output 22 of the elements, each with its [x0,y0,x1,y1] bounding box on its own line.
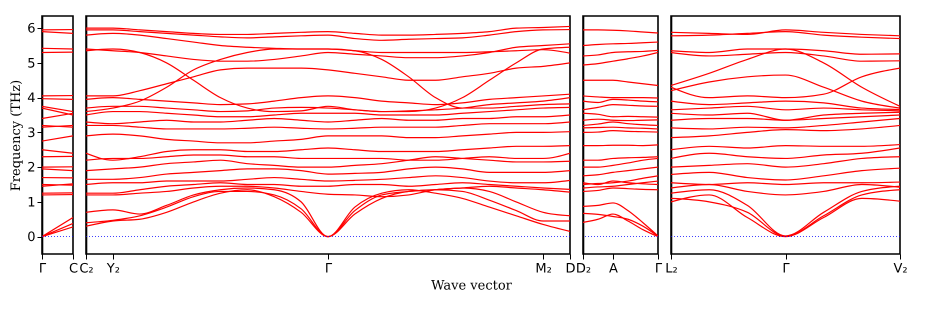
y-tick-label: 2 [27,160,36,176]
y-axis-title: Frequency (THz) [9,80,24,192]
y-tick-label: 0 [27,230,36,246]
x-tick-label: L₂ [665,262,678,276]
x-tick-label: Γ [654,262,663,276]
y-tick-label: 6 [27,22,36,37]
y-tick-label: 1 [27,195,36,210]
x-tick-label: D₂ [576,262,592,276]
x-axis-title: Wave vector [431,278,513,294]
x-tick-label: C₂ [79,262,94,276]
y-tick-label: 5 [27,56,36,72]
x-tick-label: Y₂ [106,262,120,276]
x-tick-label: V₂ [893,262,908,276]
x-tick-label: Γ [324,262,333,276]
x-tick-label: Γ [782,262,790,276]
y-tick-label: 4 [27,91,36,106]
x-tick-label: A [609,262,618,276]
x-tick-label: C [68,262,78,276]
y-tick-label: 3 [27,126,36,141]
x-tick-label: M₂ [535,262,552,276]
x-tick-label: Γ [38,262,47,276]
x-tick-label: D [565,262,576,276]
